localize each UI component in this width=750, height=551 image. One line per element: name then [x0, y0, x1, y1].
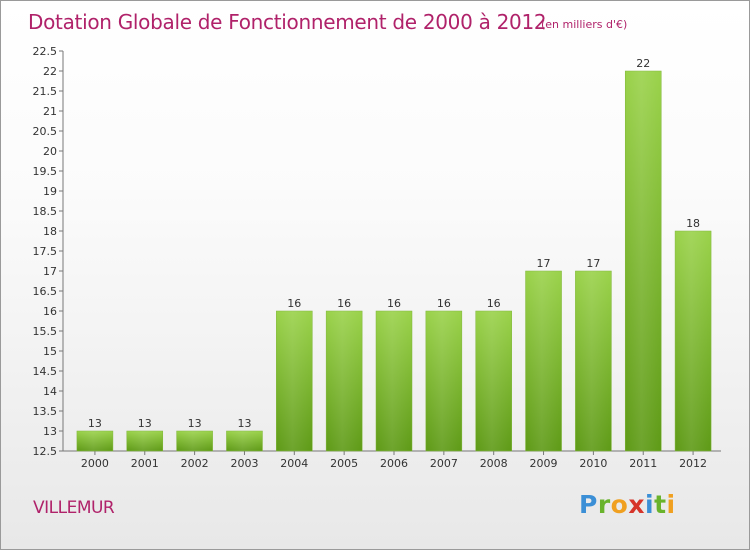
- y-tick-label: 16.5: [33, 285, 58, 298]
- value-label: 13: [88, 417, 102, 430]
- bar-shine-2008: [475, 311, 512, 451]
- value-label: 16: [487, 297, 501, 310]
- y-tick-label: 21: [43, 105, 57, 118]
- bar-shine-2004: [276, 311, 313, 451]
- y-tick-label: 13.5: [33, 405, 58, 418]
- bar-shine-2005: [326, 311, 363, 451]
- y-tick-label: 15.5: [33, 325, 58, 338]
- bar-shine-2010: [575, 271, 612, 451]
- x-tick-label: 2007: [430, 457, 458, 470]
- proxiti-logo[interactable]: Proxiti: [579, 490, 691, 522]
- bar-shine-2002: [176, 431, 213, 451]
- y-tick-label: 19: [43, 185, 57, 198]
- y-tick-label: 14.5: [33, 365, 58, 378]
- chart-title: Dotation Globale de Fonctionnement de 20…: [28, 10, 547, 34]
- value-label: 18: [686, 217, 700, 230]
- y-tick-label: 12.5: [33, 445, 58, 458]
- bar-shine-2006: [376, 311, 412, 451]
- y-tick-label: 20.5: [33, 125, 58, 138]
- y-tick-label: 15: [43, 345, 57, 358]
- value-label: 17: [537, 257, 551, 270]
- y-tick-label: 16: [43, 305, 57, 318]
- bar-shine-2007: [425, 311, 462, 451]
- x-tick-label: 2009: [530, 457, 558, 470]
- x-tick-label: 2011: [629, 457, 657, 470]
- x-tick-label: 2000: [81, 457, 109, 470]
- value-label: 16: [387, 297, 401, 310]
- value-label: 17: [586, 257, 600, 270]
- bar-shine-2009: [525, 271, 562, 451]
- bar-shine-2011: [625, 71, 662, 451]
- x-tick-label: 2010: [579, 457, 607, 470]
- bar-shine-2012: [675, 231, 712, 451]
- location-label: VILLEMUR: [33, 498, 115, 518]
- y-tick-label: 20: [43, 145, 57, 158]
- chart-unit-subtitle: (en milliers d'€): [541, 18, 628, 31]
- x-tick-label: 2006: [380, 457, 408, 470]
- y-tick-label: 13: [43, 425, 57, 438]
- bar-shine-2000: [76, 431, 113, 451]
- x-tick-label: 2004: [280, 457, 308, 470]
- proxiti-logo-text: Proxiti: [579, 490, 676, 519]
- value-label: 16: [287, 297, 301, 310]
- y-tick-label: 22: [43, 65, 57, 78]
- bar-shine-2001: [126, 431, 163, 451]
- y-tick-label: 18.5: [33, 205, 58, 218]
- y-tick-label: 17.5: [33, 245, 58, 258]
- y-tick-label: 14: [43, 385, 57, 398]
- value-label: 16: [437, 297, 451, 310]
- y-tick-label: 22.5: [33, 45, 58, 58]
- bar-shine-2003: [226, 431, 263, 451]
- value-label: 13: [237, 417, 251, 430]
- value-label: 22: [636, 57, 650, 70]
- x-tick-label: 2012: [679, 457, 707, 470]
- x-tick-label: 2005: [330, 457, 358, 470]
- x-tick-label: 2001: [131, 457, 159, 470]
- x-tick-label: 2003: [230, 457, 258, 470]
- x-tick-label: 2008: [480, 457, 508, 470]
- x-tick-label: 2002: [181, 457, 209, 470]
- y-tick-label: 21.5: [33, 85, 58, 98]
- value-label: 13: [188, 417, 202, 430]
- y-tick-label: 17: [43, 265, 57, 278]
- y-tick-label: 19.5: [33, 165, 58, 178]
- value-label: 16: [337, 297, 351, 310]
- value-label: 13: [138, 417, 152, 430]
- y-tick-label: 18: [43, 225, 57, 238]
